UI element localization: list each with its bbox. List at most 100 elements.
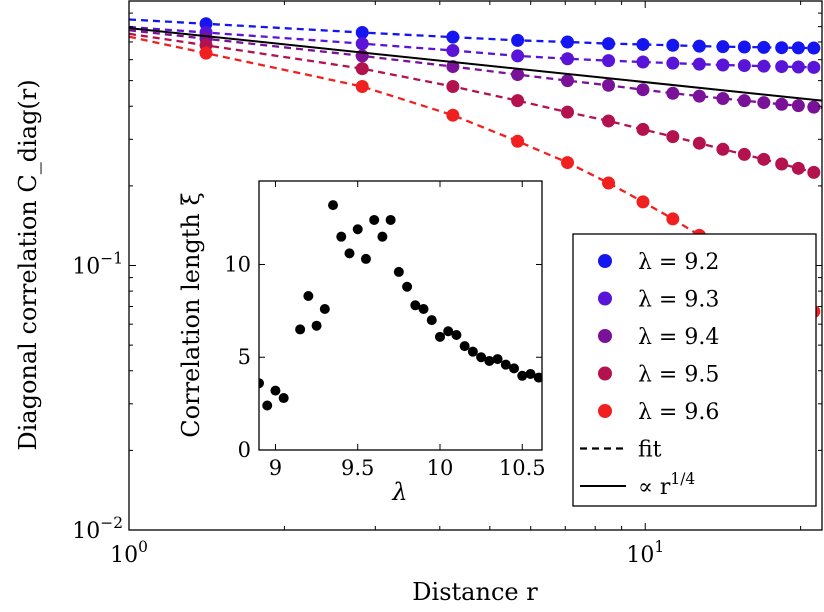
inset-data-point xyxy=(467,346,478,357)
data-point xyxy=(775,157,789,171)
inset-x-tick-label: 10 xyxy=(427,456,454,480)
legend-box xyxy=(572,233,817,507)
inset-y-tick-label: 10 xyxy=(224,252,251,276)
inset-data-point xyxy=(377,231,388,242)
data-point xyxy=(602,37,616,51)
y-tick-label: 10−1 xyxy=(72,250,123,280)
inset-data-point xyxy=(311,320,322,331)
data-point xyxy=(636,195,650,209)
data-point xyxy=(666,56,680,70)
inset-background xyxy=(259,181,542,450)
inset-data-point xyxy=(385,214,396,225)
data-point xyxy=(355,37,369,51)
data-point xyxy=(446,108,460,122)
x-tick-label: 100 xyxy=(110,538,148,568)
legend-label-4: λ = 9.6 xyxy=(638,400,719,425)
inset-x-axis-label: λ xyxy=(391,478,407,506)
data-point xyxy=(511,134,525,148)
data-point xyxy=(602,54,616,68)
data-point xyxy=(666,130,680,144)
inset-data-point xyxy=(426,315,437,326)
data-point xyxy=(560,105,574,119)
inset-data-point xyxy=(517,370,528,381)
data-point xyxy=(737,59,751,73)
inset-data-point xyxy=(270,385,281,396)
data-point xyxy=(737,147,751,161)
data-point xyxy=(666,38,680,52)
inset-data-point xyxy=(434,331,445,342)
inset-data-point xyxy=(336,231,347,242)
legend-marker-2 xyxy=(598,329,612,343)
inset-data-point xyxy=(492,354,503,365)
data-point xyxy=(692,39,706,53)
data-point xyxy=(716,58,730,72)
data-point xyxy=(560,156,574,170)
data-point xyxy=(791,60,805,74)
legend-label-3: λ = 9.5 xyxy=(638,363,719,388)
legend-marker-3 xyxy=(598,366,612,381)
data-point xyxy=(560,35,574,49)
data-point xyxy=(807,60,821,74)
data-point xyxy=(560,52,574,66)
data-point xyxy=(355,62,369,76)
data-point xyxy=(666,212,680,226)
data-point xyxy=(716,91,730,105)
inset-data-point xyxy=(259,378,264,389)
inset-data-point xyxy=(303,291,314,302)
inset-data-point xyxy=(484,355,495,366)
data-point xyxy=(775,97,789,111)
data-point xyxy=(511,94,525,108)
data-point xyxy=(636,83,650,97)
inset-y-tick-label: 5 xyxy=(238,345,251,369)
main-x-axis-label: Distance r xyxy=(412,578,538,606)
legend-reference-label: ∝ r1/4 xyxy=(638,470,695,500)
data-point xyxy=(775,41,789,55)
data-point xyxy=(355,26,369,40)
data-point xyxy=(716,40,730,54)
inset-data-point xyxy=(295,324,306,335)
data-point xyxy=(199,46,213,60)
legend-label-1: λ = 9.3 xyxy=(638,288,719,313)
reference-line xyxy=(129,27,822,102)
inset-data-point xyxy=(451,329,462,340)
inset-data-point xyxy=(500,359,511,370)
data-point xyxy=(666,86,680,100)
data-point xyxy=(636,37,650,51)
data-point xyxy=(511,68,525,82)
data-point xyxy=(636,55,650,69)
inset-data-point xyxy=(410,300,421,311)
data-point xyxy=(807,165,821,179)
inset-plot: 9 9.5 10 10.5 0 5 10 λ Correlation length ξ xyxy=(177,180,546,506)
inset-points-group xyxy=(259,200,542,411)
data-point xyxy=(716,142,730,156)
inset-data-point xyxy=(328,200,339,211)
data-point xyxy=(692,89,706,103)
data-point xyxy=(446,30,460,44)
data-point xyxy=(560,74,574,88)
legend-marker-1 xyxy=(598,291,612,306)
inset-data-point xyxy=(525,368,536,379)
data-point xyxy=(775,60,789,74)
inset-axes-frame xyxy=(258,180,543,451)
legend-label-0: λ = 9.2 xyxy=(638,250,719,275)
legend-marker-4 xyxy=(598,404,612,418)
inset-y-axis-label: Correlation length ξ xyxy=(177,192,205,437)
inset-x-tick-label: 9.5 xyxy=(341,456,374,480)
data-point xyxy=(737,94,751,108)
data-point xyxy=(757,96,771,110)
main-y-axis-label: Diagonal correlation C_diag(r) xyxy=(14,79,42,450)
inset-data-point xyxy=(352,224,363,235)
data-point xyxy=(446,80,460,94)
data-point xyxy=(446,43,460,57)
legend: λ = 9.2 λ = 9.3 λ = 9.4 λ = 9.5 λ = 9.6 fit ∝ … xyxy=(572,233,817,507)
inset-data-point xyxy=(509,363,520,374)
inset-data-point xyxy=(278,393,289,404)
inset-data-point xyxy=(443,326,454,337)
inset-data-point xyxy=(319,304,330,315)
inset-data-point xyxy=(360,253,371,264)
data-point xyxy=(757,59,771,73)
data-point xyxy=(602,114,616,128)
data-point xyxy=(511,49,525,63)
